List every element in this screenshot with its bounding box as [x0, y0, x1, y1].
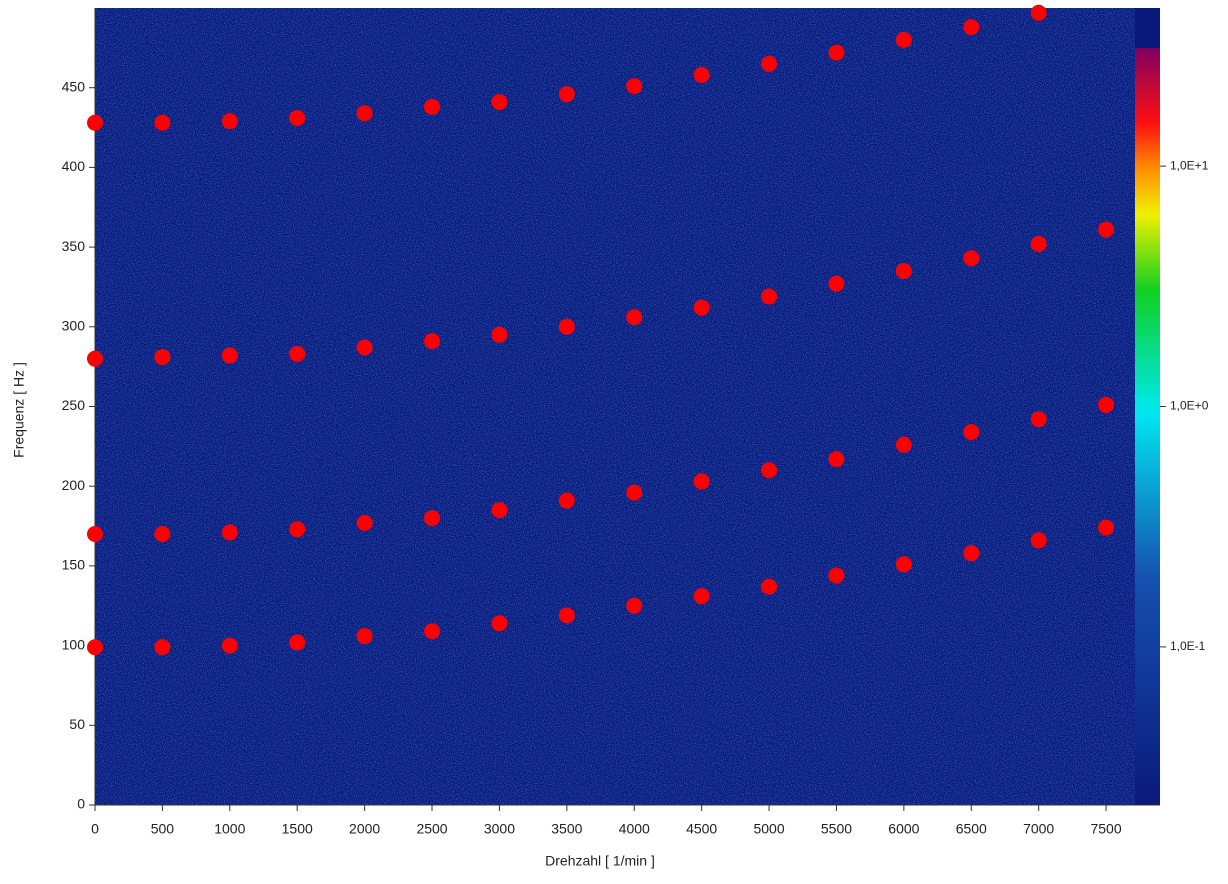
point [558, 86, 575, 103]
point [154, 526, 171, 543]
colorbar-tick-label: 1,0E+0 [1170, 399, 1209, 413]
point [1030, 235, 1047, 252]
point [289, 109, 306, 126]
point [828, 451, 845, 468]
x-tick-label: 5500 [821, 821, 852, 837]
colorbar-tick-label: 1,0E+1 [1170, 158, 1209, 172]
point [761, 288, 778, 305]
point [356, 514, 373, 531]
x-tick-label: 6500 [956, 821, 987, 837]
point [626, 597, 643, 614]
point [424, 333, 441, 350]
y-tick-label: 200 [62, 477, 86, 493]
spectrum-texture [95, 8, 1135, 805]
x-tick-label: 3500 [551, 821, 582, 837]
point [1030, 411, 1047, 428]
point [693, 588, 710, 605]
point [424, 623, 441, 640]
point [87, 114, 103, 131]
point [693, 299, 710, 316]
point [895, 263, 912, 280]
point [356, 339, 373, 356]
point [1098, 519, 1115, 536]
point [356, 628, 373, 645]
y-tick-label: 150 [62, 557, 86, 573]
point [693, 66, 710, 83]
point [221, 113, 238, 130]
point [289, 345, 306, 362]
point [87, 350, 103, 367]
point [963, 545, 980, 562]
x-tick-label: 4500 [686, 821, 717, 837]
point [1098, 221, 1115, 238]
point [154, 639, 171, 656]
point [895, 31, 912, 48]
point [356, 105, 373, 122]
x-tick-label: 1500 [282, 821, 313, 837]
point [828, 275, 845, 292]
x-tick-label: 1000 [214, 821, 245, 837]
point [1030, 4, 1047, 21]
point [491, 615, 508, 632]
point [693, 473, 710, 490]
point [154, 114, 171, 131]
point [221, 347, 238, 364]
point [558, 492, 575, 509]
y-tick-label: 450 [62, 78, 86, 94]
point [289, 634, 306, 651]
point [221, 637, 238, 654]
point [895, 556, 912, 573]
point [963, 424, 980, 441]
y-tick-label: 250 [62, 397, 86, 413]
point [626, 484, 643, 501]
y-tick-label: 400 [62, 158, 86, 174]
point [626, 309, 643, 326]
y-tick-label: 350 [62, 238, 86, 254]
x-tick-label: 3000 [484, 821, 515, 837]
point [761, 578, 778, 595]
x-tick-label: 2500 [416, 821, 447, 837]
point [895, 436, 912, 453]
point [558, 607, 575, 624]
point [1098, 396, 1115, 413]
y-tick-label: 0 [77, 796, 85, 812]
point [221, 524, 238, 541]
y-tick-label: 300 [62, 318, 86, 334]
x-tick-label: 2000 [349, 821, 380, 837]
y-tick-label: 100 [62, 636, 86, 652]
point [626, 78, 643, 95]
point [1030, 532, 1047, 549]
point [558, 318, 575, 335]
colorbar-tick-label: 1,0E-1 [1170, 639, 1206, 653]
point [87, 526, 103, 543]
point [491, 94, 508, 111]
x-tick-label: 0 [91, 821, 99, 837]
point [424, 510, 441, 527]
colorbar-ticks: 1,0E+1 1,0E+0 1,0E-1 [1160, 158, 1209, 653]
point [963, 250, 980, 267]
point [828, 44, 845, 61]
point [828, 567, 845, 584]
x-tick-label: 5000 [753, 821, 784, 837]
colorbar [1135, 48, 1160, 805]
point [761, 462, 778, 479]
x-tick-label: 7500 [1090, 821, 1121, 837]
x-tick-label: 500 [151, 821, 175, 837]
point [289, 521, 306, 538]
point [424, 98, 441, 115]
point [154, 349, 171, 366]
x-axis-title: Drehzahl [ 1/min ] [545, 853, 655, 869]
y-axis-title: Frequenz [ Hz ] [11, 362, 27, 458]
point [491, 326, 508, 343]
point [491, 502, 508, 519]
point [761, 55, 778, 72]
point [87, 639, 103, 656]
point [963, 19, 980, 36]
x-tick-label: 4000 [619, 821, 650, 837]
x-tick-label: 6000 [888, 821, 919, 837]
y-tick-label: 50 [69, 716, 85, 732]
x-tick-label: 7000 [1023, 821, 1054, 837]
